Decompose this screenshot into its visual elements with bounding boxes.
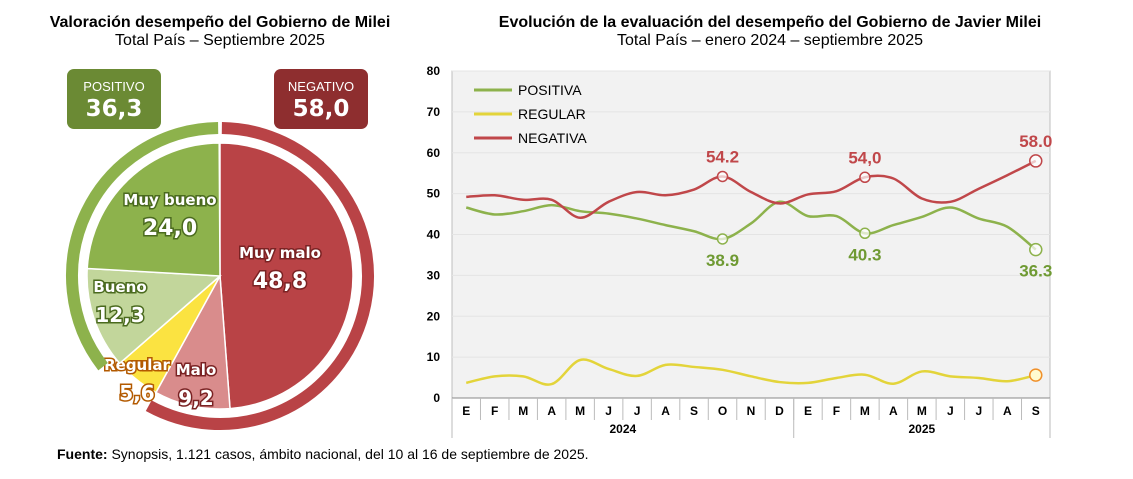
x-tick-label: M	[575, 404, 585, 418]
pie-value: 48,8	[253, 269, 307, 294]
pie-chart: Muy malo48,8Malo9,2Regular5,6Bueno12,3Mu…	[66, 69, 374, 430]
line-chart: 0 10 20 30 40 50 60 70 80 E F M A M J J A S O N D E F M A M J J A S 20…	[427, 64, 1052, 438]
group-box-positivo	[67, 69, 161, 129]
group-label: NEGATIVO	[288, 79, 354, 94]
data-label: 54.2	[706, 147, 739, 166]
positive-ring	[66, 122, 219, 371]
y-tick-label: 0	[433, 391, 440, 405]
data-label: 36.3	[1019, 262, 1052, 281]
x-tick-label: M	[917, 404, 927, 418]
x-tick-label: A	[547, 404, 556, 418]
data-label: 54,0	[848, 148, 881, 167]
data-label: 38.9	[706, 251, 739, 270]
year-label: 2025	[909, 422, 936, 436]
pie-value: 9,2	[178, 386, 213, 410]
x-tick-label: A	[889, 404, 898, 418]
negative-ring	[145, 122, 374, 430]
y-tick-label: 40	[427, 228, 441, 242]
group-label: POSITIVO	[83, 79, 144, 94]
y-tick-label: 60	[427, 146, 441, 160]
data-marker	[1029, 368, 1043, 382]
x-tick-label: F	[833, 404, 840, 418]
y-tick-label: 30	[427, 268, 441, 282]
data-marker	[1029, 154, 1043, 168]
line-title-block: Evolución de la evaluación del desempeño…	[430, 14, 1110, 50]
pie-label: Muy bueno	[123, 191, 216, 209]
footer-text: Synopsis, 1.121 casos, ámbito nacional, …	[107, 446, 589, 462]
pie-label: Muy malo	[239, 244, 321, 262]
source-footer: Fuente: Synopsis, 1.121 casos, ámbito na…	[57, 446, 589, 462]
group-value: 58,0	[293, 96, 350, 122]
y-tick-label: 10	[427, 350, 441, 364]
pie-label: Bueno	[93, 278, 146, 296]
pie-value: 5,6	[119, 381, 154, 405]
y-tick-label: 80	[427, 64, 441, 78]
x-tick-label: J	[605, 404, 612, 418]
year-label: 2024	[610, 422, 637, 436]
x-tick-label: A	[661, 404, 670, 418]
pie-slice-muy-malo	[219, 142, 354, 410]
line-subtitle: Total País – enero 2024 – septiembre 202…	[617, 32, 923, 49]
group-value: 36,3	[86, 96, 143, 122]
group-box-negativo	[274, 69, 368, 129]
x-tick-label: O	[718, 404, 727, 418]
pie-value: 24,0	[143, 216, 197, 241]
x-tick-label: J	[975, 404, 982, 418]
y-tick-label: 50	[427, 187, 441, 201]
y-tick-label: 70	[427, 105, 441, 119]
pie-subtitle: Total País – Septiembre 2025	[115, 32, 325, 49]
pie-label: Malo	[176, 361, 217, 379]
data-marker	[1029, 242, 1043, 257]
x-tick-label: N	[747, 404, 756, 418]
x-tick-label: D	[775, 404, 784, 418]
x-tick-label: M	[860, 404, 870, 418]
y-tick-label: 20	[427, 309, 441, 323]
data-marker	[859, 171, 871, 184]
pie-title-block: Valoración desempeño del Gobierno de Mil…	[40, 14, 400, 50]
legend-label-negativa: NEGATIVA	[518, 130, 587, 146]
series-line-regular	[465, 358, 1037, 386]
legend-label-positiva: POSITIVA	[518, 82, 582, 98]
x-tick-label: S	[1032, 404, 1040, 418]
x-tick-label: S	[690, 404, 698, 418]
legend-label-regular: REGULAR	[518, 106, 586, 122]
x-tick-label: J	[947, 404, 954, 418]
pie-slice-bueno	[86, 267, 222, 365]
x-tick-label: F	[491, 404, 498, 418]
data-marker	[716, 170, 729, 183]
data-marker	[859, 227, 871, 240]
line-title: Evolución de la evaluación del desempeño…	[498, 14, 1042, 31]
pie-title: Valoración desempeño del Gobierno de Mil…	[49, 14, 391, 31]
pie-value: 12,3	[95, 303, 144, 327]
x-tick-label: A	[1003, 404, 1012, 418]
x-tick-label: J	[634, 404, 641, 418]
footer-label: Fuente:	[57, 446, 108, 462]
data-label: 58.0	[1019, 132, 1052, 151]
pie-slice-muy-bueno	[86, 142, 221, 277]
x-tick-label: M	[518, 404, 528, 418]
data-marker	[716, 233, 729, 245]
x-tick-label: E	[462, 404, 470, 418]
x-tick-label: E	[804, 404, 812, 418]
series-line-negativa	[466, 159, 1037, 219]
data-label: 40.3	[848, 245, 881, 264]
